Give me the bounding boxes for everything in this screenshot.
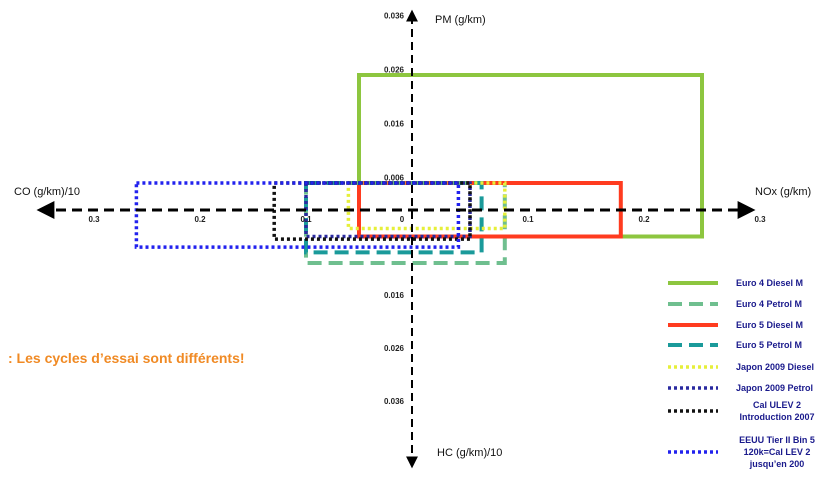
y-top-axis-label: PM (g/km) bbox=[435, 14, 486, 26]
legend-label-7-line-2: Introduction 2007 bbox=[739, 412, 814, 422]
x-tick-left-0: 0.3 bbox=[88, 215, 100, 224]
legend-label-4: Euro 5 Petrol M bbox=[736, 340, 802, 350]
y-tick-top-3: 0.006 bbox=[384, 174, 405, 183]
y-tick-bottom-0: 0.016 bbox=[384, 291, 405, 300]
legend-label-5: Japon 2009 Diesel bbox=[736, 362, 814, 372]
limit-rectangles bbox=[134, 73, 704, 265]
legend-label-8-line-2: 120k=Cal LEV 2 bbox=[744, 447, 811, 457]
legend-label-6: Japon 2009 Petrol bbox=[736, 383, 813, 393]
y-tick-top-2: 0.016 bbox=[384, 120, 405, 129]
y-tick-bottom-2: 0.036 bbox=[384, 397, 405, 406]
x-tick-left-2: 0.1 bbox=[300, 215, 312, 224]
axes bbox=[36, 9, 756, 469]
y-bottom-axis-label: HC (g/km)/10 bbox=[437, 447, 502, 459]
x-tick-left-1: 0.2 bbox=[194, 215, 206, 224]
limit-rect-1 bbox=[357, 73, 704, 239]
legend: Euro 4 Diesel M Euro 4 Petrol M Euro 5 Die… bbox=[668, 278, 815, 469]
legend-label-8-line-1: EEUU Tier II Bin 5 bbox=[739, 435, 815, 445]
x-tick-right-3: 0.3 bbox=[754, 215, 766, 224]
legend-label-2: Euro 4 Petrol M bbox=[736, 299, 802, 309]
tick-labels: 0 0.1 0.2 0.3 0.3 0.2 0.1 0.036 0.026 0.016 0.006 0… bbox=[88, 12, 766, 406]
note-text: : Les cycles d’essai sont différents! bbox=[8, 350, 245, 366]
legend-label-1: Euro 4 Diesel M bbox=[736, 278, 803, 288]
x-right-axis-label: NOx (g/km) bbox=[755, 186, 811, 198]
y-tick-bottom-1: 0.026 bbox=[384, 344, 405, 353]
x-tick-right-1: 0.1 bbox=[522, 215, 534, 224]
x-tick-right-0: 0 bbox=[400, 215, 405, 224]
x-left-axis-label: CO (g/km)/10 bbox=[14, 186, 80, 198]
y-tick-top-1: 0.026 bbox=[384, 66, 405, 75]
legend-label-8-line-3: jusqu’en 200 bbox=[749, 459, 805, 469]
legend-label-7-line-1: Cal ULEV 2 bbox=[753, 400, 801, 410]
x-tick-right-2: 0.2 bbox=[638, 215, 650, 224]
y-tick-top-0: 0.036 bbox=[384, 12, 405, 21]
limit-rect-4 bbox=[304, 181, 484, 255]
legend-label-3: Euro 5 Diesel M bbox=[736, 320, 803, 330]
